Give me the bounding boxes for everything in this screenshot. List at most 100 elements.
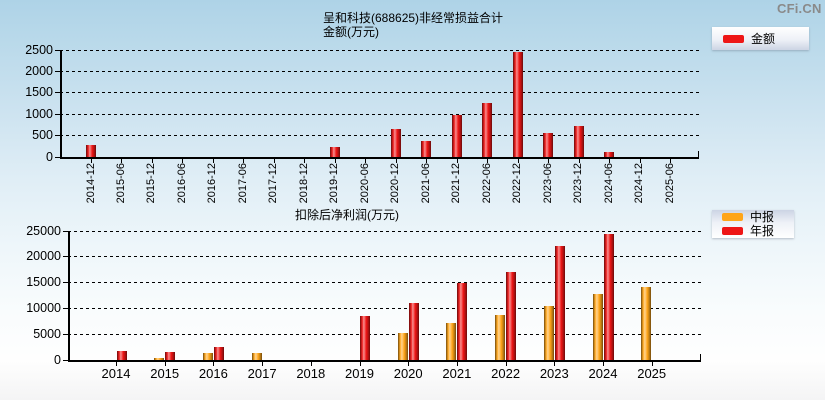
gridline [60, 135, 699, 137]
x-tick [116, 362, 117, 366]
legend-label: 年报 [750, 224, 775, 238]
gridline [60, 113, 699, 115]
bar [603, 234, 614, 360]
gridline [68, 333, 701, 335]
x-axis-label: 2016-12 [206, 163, 219, 204]
x-tick [517, 159, 519, 163]
x-axis-label: 2017-12 [267, 163, 280, 204]
gridline [60, 70, 699, 72]
gridline [68, 307, 701, 309]
chart1-title: 呈和科技(688625)非经常损益合计 金额(万元) [323, 11, 503, 39]
x-axis-label: 2015 [150, 366, 180, 381]
bar [451, 115, 462, 157]
x-axis [68, 360, 701, 362]
y-tick [55, 156, 60, 158]
y-axis [68, 231, 70, 362]
legend-swatch [723, 34, 744, 43]
chart2-title: 扣除后净利润(万元) [295, 208, 399, 222]
x-axis [60, 157, 699, 159]
x-axis-end-tick [700, 354, 701, 360]
x-axis-label: 2016 [198, 366, 228, 381]
x-axis-label: 2022 [491, 366, 521, 381]
cfi-watermark: CFi.CN [777, 1, 822, 16]
y-axis-label: 15000 [26, 275, 61, 290]
x-tick [639, 159, 641, 163]
x-axis-label: 2018 [296, 366, 326, 381]
x-axis-label: 2023 [539, 366, 569, 381]
x-axis-label: 2017-06 [236, 163, 249, 204]
x-tick [121, 159, 123, 163]
y-tick [55, 135, 60, 137]
gridline [68, 256, 701, 258]
y-axis-label: 1500 [25, 85, 53, 100]
legend-item: 年报 [722, 225, 794, 237]
x-axis-label: 2025 [637, 366, 667, 381]
bar [543, 132, 554, 157]
x-tick [243, 159, 245, 163]
legend-label: 中报 [750, 210, 775, 224]
y-tick [55, 70, 60, 72]
x-tick [548, 159, 550, 163]
y-tick [55, 49, 60, 51]
x-tick [603, 362, 604, 366]
legend-swatch [722, 213, 743, 221]
x-tick [426, 159, 428, 163]
bar [446, 323, 457, 360]
x-axis-label: 2016-06 [175, 163, 188, 204]
bar [421, 140, 432, 157]
y-axis-label: 500 [32, 128, 53, 143]
x-axis-label: 2020 [393, 366, 423, 381]
chart1-legend: 金额 [712, 27, 809, 50]
y-axis [60, 50, 62, 159]
y-axis-label: 25000 [26, 223, 61, 238]
y-axis-label: 10000 [26, 300, 61, 315]
x-tick [91, 159, 92, 163]
x-tick [273, 159, 275, 163]
chart2-legend: 中报 年报 [712, 210, 794, 238]
x-axis-label: 2018-12 [297, 163, 310, 204]
x-axis-label: 2017 [247, 366, 277, 381]
bar [495, 315, 506, 360]
x-tick [365, 159, 367, 163]
gridline [68, 282, 701, 284]
legend-swatch [722, 227, 743, 235]
bar [390, 129, 401, 157]
gridline [68, 230, 701, 232]
x-axis-label: 2019-12 [328, 163, 341, 204]
bar [482, 102, 493, 157]
x-tick [395, 159, 397, 163]
x-tick [609, 159, 611, 163]
x-tick [182, 159, 184, 163]
legend-label: 金额 [751, 31, 776, 46]
x-tick [164, 362, 166, 366]
x-tick [456, 159, 458, 163]
x-tick [212, 159, 214, 163]
x-axis-label: 2014-12 [84, 163, 97, 204]
y-axis-label: 1000 [25, 106, 53, 121]
chart1-title-line1: 呈和科技(688625)非经常损益合计 [323, 11, 504, 25]
bar [86, 145, 96, 157]
x-axis-label: 2023-06 [541, 163, 554, 204]
x-tick [304, 159, 306, 163]
bar [251, 352, 262, 360]
bar [154, 357, 165, 360]
bar [408, 303, 419, 360]
gridline [60, 49, 699, 51]
x-tick [359, 362, 361, 366]
x-tick [505, 362, 507, 366]
y-tick [55, 92, 60, 94]
x-tick [151, 159, 153, 163]
y-tick [63, 282, 68, 284]
bar [116, 351, 127, 360]
x-tick [578, 159, 580, 163]
x-tick [334, 159, 336, 163]
x-tick [487, 159, 489, 163]
x-axis-label: 2022-12 [511, 163, 524, 204]
y-tick [55, 113, 60, 115]
x-tick [456, 362, 458, 366]
x-tick [651, 362, 653, 366]
bar [213, 347, 224, 360]
y-tick [63, 307, 68, 309]
bar [165, 352, 176, 360]
